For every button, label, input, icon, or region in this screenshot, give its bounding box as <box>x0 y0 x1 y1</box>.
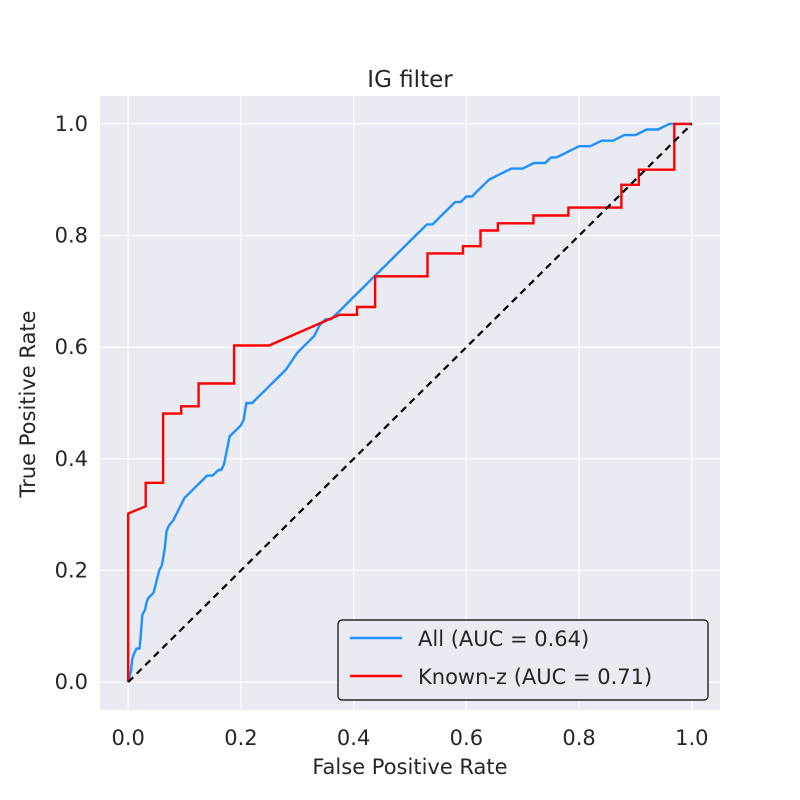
legend-label-known-z: Known-z (AUC = 0.71) <box>418 665 652 689</box>
legend: All (AUC = 0.64) Known-z (AUC = 0.71) <box>337 619 709 701</box>
x-axis-label: False Positive Rate <box>312 755 507 779</box>
y-tick-label: 0.2 <box>55 558 88 582</box>
legend-label-all: All (AUC = 0.64) <box>418 627 589 651</box>
plot-lines <box>126 122 693 683</box>
y-tick-label: 0.8 <box>55 224 88 248</box>
chance-diagonal <box>127 123 693 683</box>
x-tick-label: 1.0 <box>675 726 708 750</box>
y-tick-label: 0.0 <box>55 670 88 694</box>
y-axis-label: True Positive Rate <box>16 310 40 498</box>
tick-labels: 0.0 0.2 0.4 0.6 0.8 1.0 0.0 0.2 0.4 0.6 0.8 1.0 <box>55 112 709 750</box>
x-tick-label: 0.4 <box>337 726 370 750</box>
x-tick-label: 0.0 <box>111 726 144 750</box>
x-tick-label: 0.8 <box>562 726 595 750</box>
legend-box <box>337 619 709 701</box>
x-tick-label: 0.2 <box>224 726 257 750</box>
x-tick-label: 0.6 <box>450 726 483 750</box>
roc-curve-all <box>127 122 692 683</box>
roc-curve-known-z <box>126 122 692 683</box>
chart-title: IG filter <box>367 67 453 93</box>
y-tick-label: 0.6 <box>55 335 88 359</box>
y-tick-label: 0.4 <box>55 447 88 471</box>
y-tick-label: 1.0 <box>55 112 88 136</box>
